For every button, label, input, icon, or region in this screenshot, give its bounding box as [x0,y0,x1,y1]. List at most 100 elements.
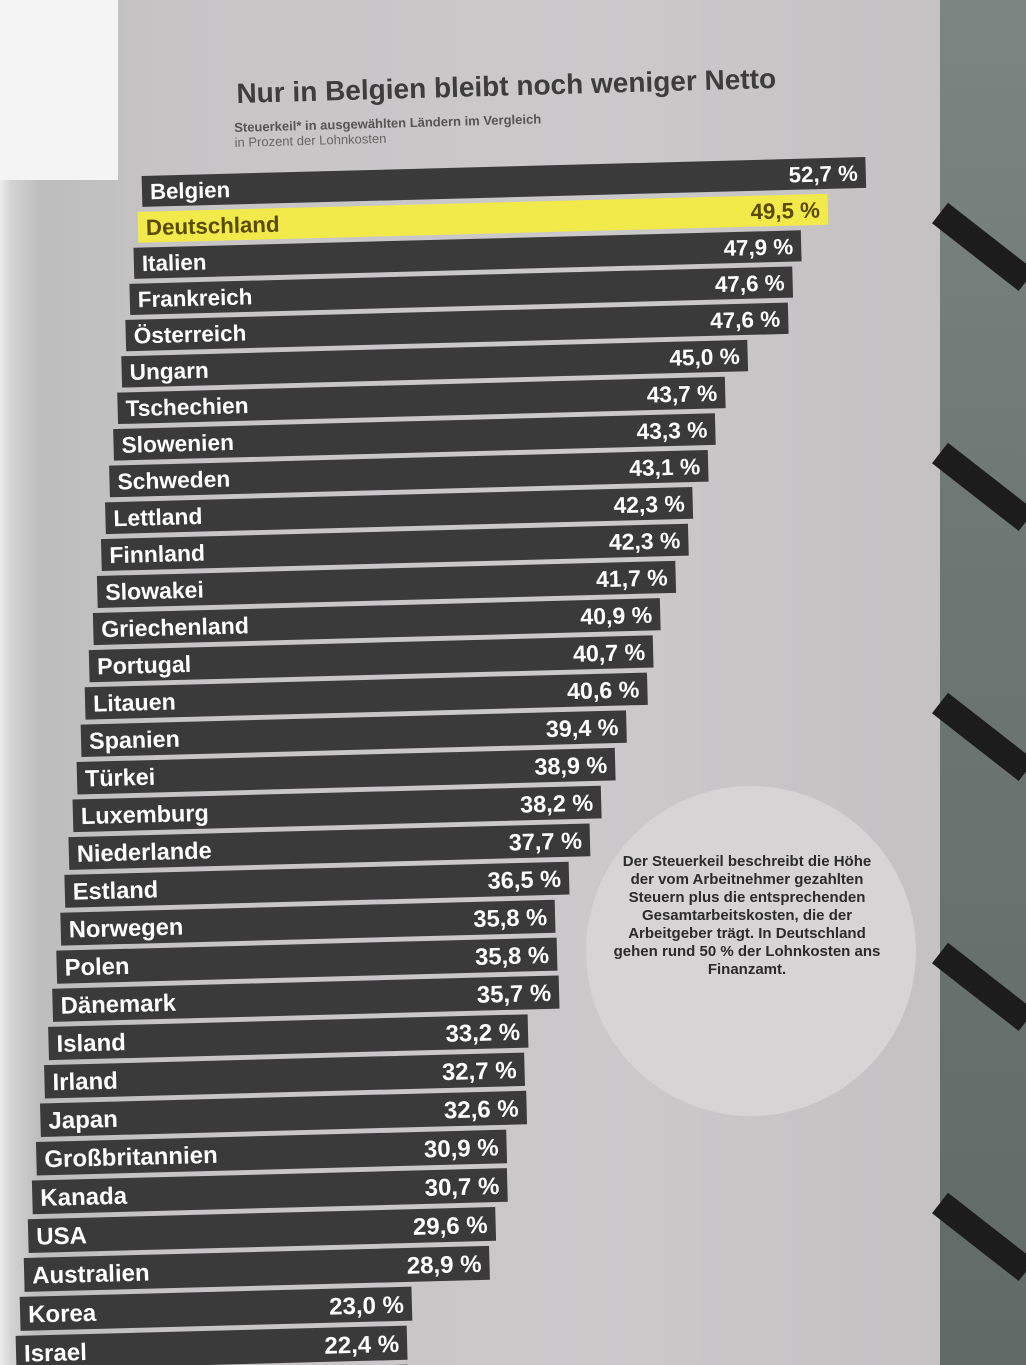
bar-category-label: Türkei [85,764,156,792]
bar-category-label: Italien [142,249,207,276]
bar-category-label: Frankreich [137,284,252,312]
bar [19,1286,413,1331]
bar [76,747,616,795]
bar-value-label: 23,0 % [329,1292,404,1321]
bar-row: Estland 36,5 % [64,861,570,908]
bar [52,975,560,1022]
bar-row: Finnland 42,3 % [100,523,689,571]
bar-category-label: Luxemburg [81,800,210,829]
bar-row: Kanada 30,7 % [31,1168,508,1215]
bar [113,413,716,461]
bar-value-label: 40,6 % [567,676,640,704]
bar-value-label: 49,5 % [750,197,820,224]
bar-category-label: Spanien [89,726,180,754]
bar [88,635,654,683]
bar [96,560,677,608]
bar-value-label: 35,8 % [473,905,547,933]
note-text: beschreibt die Höhe der vom Arbeitnehmer… [613,853,881,978]
bar [48,1014,529,1061]
bar-row: Japan 32,6 % [39,1090,528,1137]
bar-value-label: 32,7 % [442,1057,517,1086]
bar [23,1245,490,1292]
bar-value-label: 37,7 % [508,828,582,856]
bar-category-label: Lettland [113,503,203,531]
bar [109,449,709,498]
bar-category-label: Niederlande [77,837,212,867]
bar-value-label: 43,1 % [629,453,701,481]
bar-category-label: Belgien [150,177,231,204]
bar-row: Slowenien 43,3 % [113,413,716,461]
bar-row: Türkei 38,9 % [76,747,616,795]
bar-row: Ungarn 45,0 % [121,339,749,388]
bar-category-label: USA [36,1222,87,1250]
bar-row: Israel 22,4 % [15,1325,408,1365]
bar-row: Griechenland 40,9 % [92,598,661,646]
bar-value-label: 39,4 % [546,714,620,742]
bar-row: Island 33,2 % [48,1014,529,1061]
bar-value-label: 52,7 % [788,161,858,188]
bar-value-label: 29,6 % [413,1212,488,1241]
bar-category-label: Estland [73,877,159,905]
bar-row: Dänemark 35,7 % [52,975,560,1022]
bar [100,523,689,571]
bar [35,1129,508,1176]
bar-value-label: 43,3 % [636,417,707,445]
bar-row: Australien 28,9 % [23,1245,490,1292]
bar-value-label: 47,6 % [710,307,781,334]
bar-category-label: Ungarn [129,358,209,385]
bar-category-label: Österreich [133,321,246,349]
bar [80,710,627,758]
bar-row: Norwegen 35,8 % [60,899,556,946]
bar-value-label: 35,8 % [475,942,550,971]
bar-value-label: 47,9 % [723,234,793,261]
bar-row: Luxemburg 38,2 % [72,785,602,833]
bar-value-label: 47,6 % [715,270,785,297]
bar [44,1052,525,1099]
bar-value-label: 38,9 % [534,752,608,780]
bar-category-label: Irland [52,1068,118,1097]
bar [15,1325,408,1365]
bar [68,823,591,870]
bar-category-label: Finnland [109,540,205,568]
bar-row: USA 29,6 % [27,1206,497,1254]
bar-value-label: 36,5 % [487,867,561,895]
note-circle [586,786,916,1116]
bar-row: Slowakei 41,7 % [96,560,677,608]
bar-value-label: 28,9 % [406,1251,481,1280]
bar [129,266,794,315]
bar-value-label: 40,7 % [573,639,646,667]
bar [56,937,558,984]
bar [84,672,648,720]
bar-category-label: Japan [48,1106,118,1135]
bar [105,486,694,535]
bar-category-label: Kanada [40,1183,128,1212]
bar-value-label: 42,3 % [613,490,685,518]
bar-category-label: Slowakei [105,577,204,606]
bar-category-label: Australien [32,1259,150,1289]
bar-category-label: Korea [28,1300,97,1329]
bar-row: Litauen 40,6 % [84,672,648,720]
bar-category-label: Island [56,1029,126,1058]
bar-category-label: Israel [24,1339,87,1365]
bar [92,598,661,646]
tabletop-edge [931,0,1026,1365]
bar-row: Polen 35,8 % [56,937,558,984]
bar [60,899,556,946]
bar [31,1168,508,1215]
bar-category-label: Portugal [97,651,192,679]
bar [133,230,802,279]
bar-row: Belgien 52,7 % [141,157,867,207]
bar-value-label: 32,6 % [444,1095,519,1124]
bar-row: Großbritannien 30,9 % [35,1129,508,1176]
bar-category-label: Tschechien [125,392,249,421]
bar-row: Italien 47,9 % [133,230,802,279]
bar-row: Portugal 40,7 % [88,635,654,683]
bar-category-label: Norwegen [68,915,183,944]
bar-category-label: Deutschland [146,212,280,240]
bar [72,785,602,833]
bar-row: Österreich 47,6 % [125,302,789,352]
bar-row: Tschechien 43,7 % [117,376,726,425]
bar-category-label: Litauen [93,688,176,716]
bar-row: Deutschland 49,5 % [137,193,829,243]
